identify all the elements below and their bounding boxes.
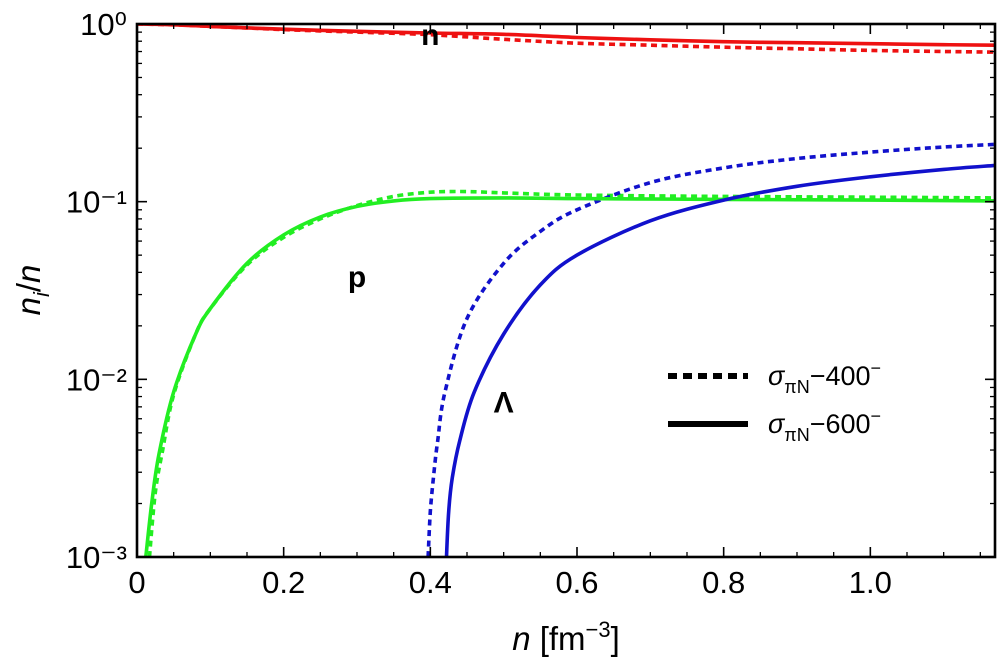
y-axis-label: ni/n	[10, 265, 54, 316]
x-tick-label: 0.6	[555, 565, 598, 600]
y-tick-label: 10⁻²	[66, 362, 127, 397]
legend: σπN−400− σπN−600−	[668, 358, 881, 445]
x-tick-label: 0.4	[409, 565, 452, 600]
y-tick-label: 10⁻¹	[66, 185, 127, 220]
x-tick-label: 0	[128, 565, 145, 600]
legend-label-400: σπN−400−	[768, 358, 881, 397]
series-line-n-600	[137, 24, 995, 47]
curve-label-n: n	[421, 19, 439, 52]
ticks-layer	[136, 23, 995, 558]
x-tick-label: 0.2	[262, 565, 305, 600]
legend-label-600: σπN−600−	[768, 406, 881, 445]
x-axis-label: n [fm−3]	[512, 617, 620, 657]
curve-label-lambda: Λ	[494, 387, 514, 420]
x-tick-label: 0.8	[702, 565, 745, 600]
y-tick-label: 10⁰	[80, 7, 127, 42]
series-line-lambda-400	[426, 142, 995, 557]
plot-frame	[135, 22, 997, 559]
x-tick-label: 1.0	[849, 565, 892, 600]
y-tick-label: 10⁻³	[66, 540, 127, 575]
curve-label-p: p	[348, 261, 366, 294]
text-layer: 0 0.2 0.4 0.6 0.8 1.0 10⁰ 10⁻¹ 10⁻² 10⁻³ n p Λ	[66, 7, 892, 600]
series-line-lambda-600	[444, 163, 995, 557]
series-layer	[137, 24, 995, 557]
